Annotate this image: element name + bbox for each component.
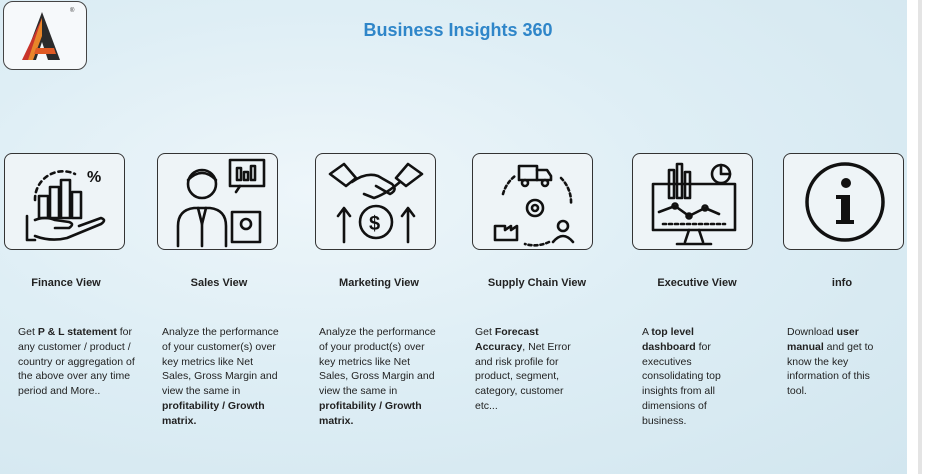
info-icon [805, 162, 885, 242]
logo: ® [3, 1, 87, 70]
handshake-coin-icon: $ [328, 162, 424, 244]
finance-view-button[interactable]: % [4, 153, 125, 250]
sales-view-label: Sales View [190, 277, 248, 289]
report-canvas [0, 0, 907, 474]
svg-text:$: $ [369, 213, 380, 235]
dashboard-monitor-icon [651, 162, 737, 246]
executive-view-label: Executive View [657, 277, 737, 289]
finance-description: Get P & L statement for any customer / p… [18, 326, 135, 398]
marketing-description: Analyze the performance of your product(… [319, 326, 436, 427]
supply-cycle-icon [493, 164, 575, 247]
finance-chart-hand-icon: % [25, 169, 106, 242]
executive-description: A top level dashboard for executives con… [642, 326, 721, 427]
svg-text:%: % [87, 169, 101, 186]
app-title: Business Insights 360 [363, 20, 553, 40]
info-label: info [831, 277, 853, 289]
info-button[interactable] [783, 153, 904, 250]
info-description: Download user manual and get to know the… [787, 326, 874, 398]
executive-view-button[interactable] [632, 153, 753, 250]
sales-description: Analyze the performance of your customer… [162, 326, 279, 427]
supply-chain-description: Get Forecast Accuracy, Net Error and ris… [475, 326, 571, 412]
salesperson-icon [176, 158, 266, 248]
supply-chain-view-button[interactable] [472, 153, 593, 250]
registered-mark: ® [70, 8, 75, 14]
vertical-scrollbar[interactable] [918, 0, 922, 474]
marketing-view-label: Marketing View [339, 277, 419, 289]
sales-view-button[interactable] [157, 153, 278, 250]
brand-logo-icon [22, 12, 60, 60]
supply-chain-view-label: Supply Chain View [487, 277, 587, 289]
marketing-view-button[interactable]: $ [315, 153, 436, 250]
finance-view-label: Finance View [31, 277, 101, 289]
